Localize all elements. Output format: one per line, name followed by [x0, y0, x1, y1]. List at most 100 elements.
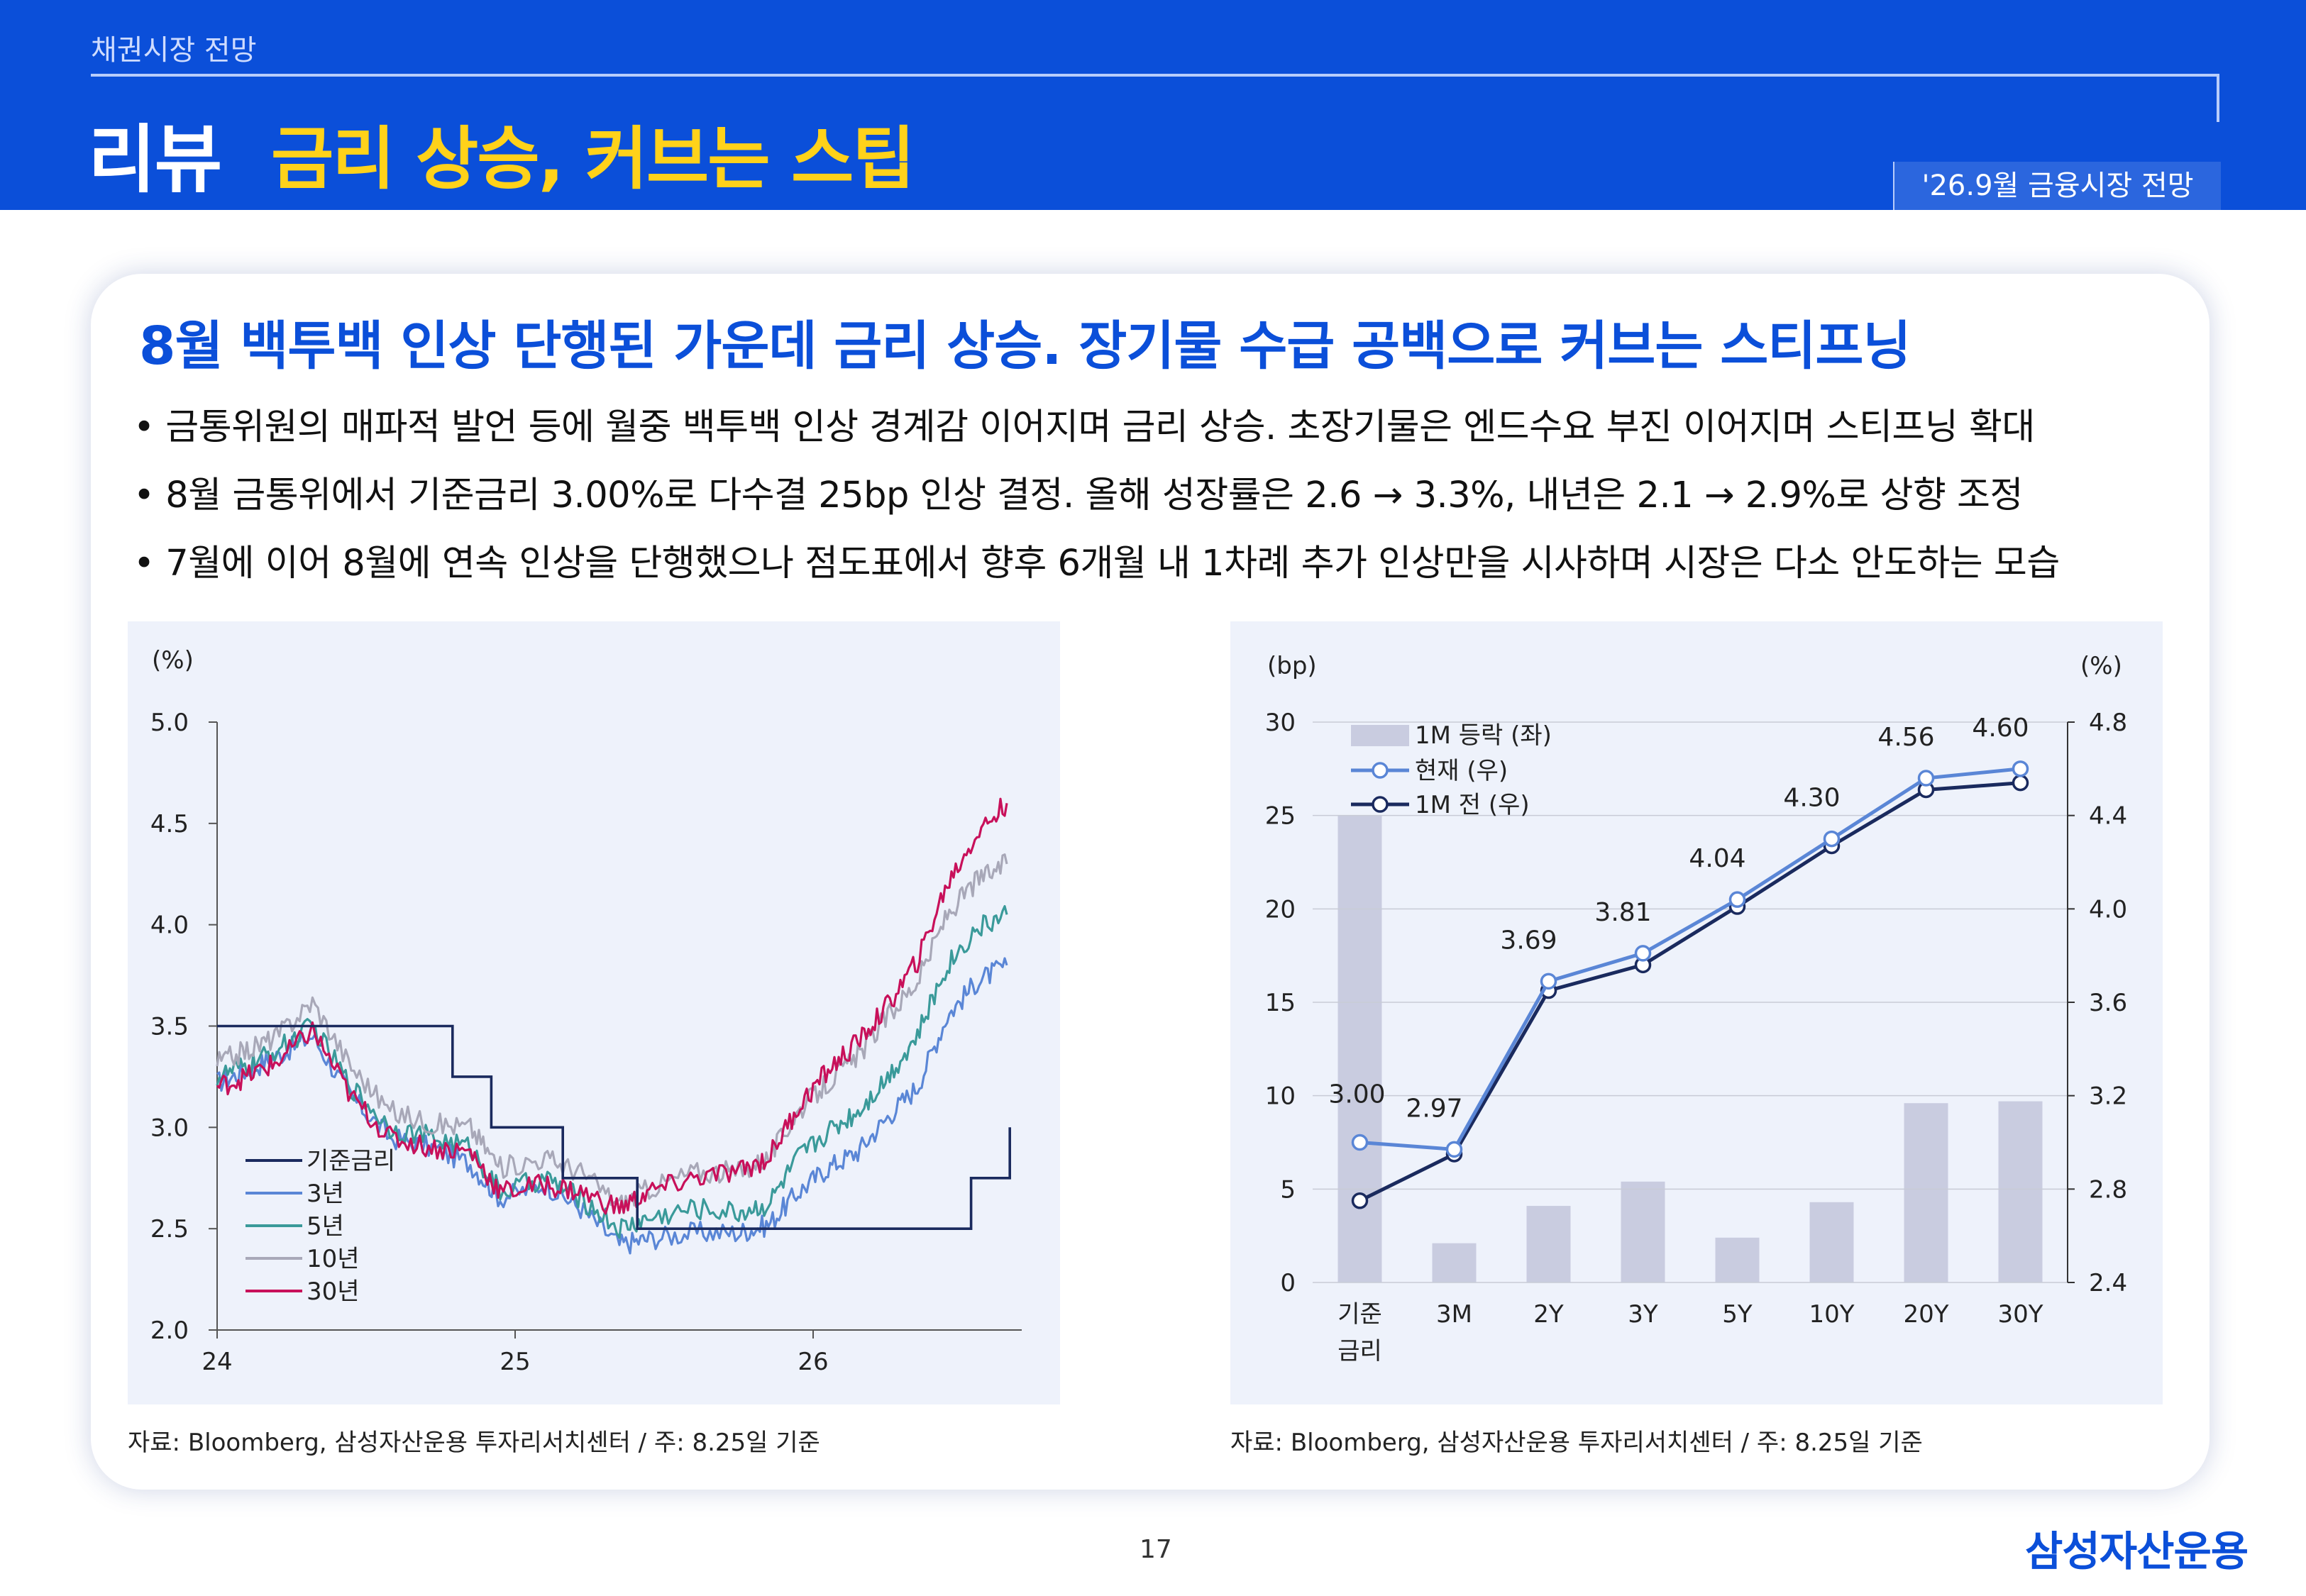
- right-tick-label: 4.8: [2089, 709, 2127, 737]
- bar-1m-change: [1809, 1202, 1854, 1282]
- headline: 8월 백투백 인상 단행된 가운데 금리 상승. 장기물 수급 공백으로 커브는…: [139, 316, 1911, 377]
- left-tick-label: 5: [1280, 1175, 1296, 1204]
- y-tick-label: 2.0: [150, 1317, 189, 1345]
- data-label: 3.69: [1500, 926, 1557, 955]
- bullet-2: • 8월 금통위에서 기준금리 3.00%로 다수결 25bp 인상 결정. 올…: [133, 475, 2023, 516]
- legend: 1M 등락 (좌) 현재 (우) 1M 전 (우): [1351, 721, 1552, 819]
- chart2-source: 자료: Bloomberg, 삼성자산운용 투자리서치센터 / 주: 8.25일…: [1230, 1429, 1923, 1457]
- base-rate-line: [217, 1024, 1011, 1231]
- data-label: 4.04: [1689, 844, 1745, 873]
- bar-1m-change: [1904, 1103, 1948, 1282]
- x-tick-label: 24: [202, 1348, 232, 1376]
- current-point: [1917, 770, 1935, 787]
- bullet-3: • 7월에 이어 8월에 연속 인상을 단행했으나 점도표에서 향후 6개월 내…: [133, 543, 2060, 584]
- data-label: 3.81: [1594, 898, 1651, 927]
- series-line-4: [216, 797, 1008, 1215]
- data-label: 3.00: [1328, 1080, 1385, 1109]
- category-label: 금리: [1337, 1337, 1382, 1365]
- category-label: 2Y: [1533, 1300, 1564, 1329]
- yield-history-chart: (%) 5.0 4.5 4.0 3.5 3.0 2.5 2.0 24 25 26 기준금리 3년 5년…: [150, 646, 1022, 1376]
- right-tick-label: 4.4: [2089, 802, 2127, 831]
- left-tick-label: 25: [1265, 802, 1296, 831]
- legend-label: 3년: [307, 1180, 344, 1208]
- left-unit-label: (bp): [1267, 652, 1317, 680]
- right-tick-label: 4.0: [2089, 895, 2127, 924]
- bars: [1337, 815, 2043, 1282]
- section-label: 채권시장 전망: [91, 34, 257, 67]
- legend-label: 10년: [307, 1245, 360, 1273]
- legend-marker: [1372, 762, 1389, 779]
- legend-label: 30년: [307, 1278, 360, 1306]
- bar-1m-change: [1621, 1181, 1665, 1282]
- legend-label: 기준금리: [307, 1147, 395, 1175]
- page-subtitle: 금리 상승, 커브는 스팁: [271, 119, 915, 199]
- prev-month-point: [1351, 1192, 1369, 1209]
- left-tick-label: 15: [1265, 989, 1296, 1017]
- left-tick-label: 20: [1265, 895, 1296, 924]
- category-label: 3Y: [1628, 1300, 1658, 1329]
- right-tick-label: 3.6: [2089, 989, 2127, 1017]
- series-line-2: [216, 905, 1008, 1239]
- y-tick-label: 5.0: [150, 709, 189, 737]
- bar-1m-change: [1432, 1243, 1477, 1282]
- legend-marker: [1372, 796, 1389, 813]
- prev-month-line: [1359, 781, 2021, 1203]
- page-title: 리뷰: [88, 116, 222, 203]
- yield-curve-chart-panel: (bp) (%) 30 25 20 15 10 5 0 4.8 4.4 4.0 3.6 3.2 2.8 2…: [1230, 621, 2163, 1404]
- left-tick-label: 0: [1280, 1269, 1296, 1297]
- data-label: 2.97: [1406, 1094, 1462, 1123]
- y-tick-label: 3.5: [150, 1013, 189, 1041]
- company-logo: 삼성자산운용: [2025, 1527, 2249, 1575]
- x-tick-label: 26: [798, 1348, 828, 1376]
- data-label: 4.60: [1972, 714, 2029, 743]
- legend: 기준금리 3년 5년 10년 30년: [246, 1147, 395, 1306]
- data-label: 4.30: [1783, 784, 1840, 813]
- yield-curve-chart: (bp) (%) 30 25 20 15 10 5 0 4.8 4.4 4.0 3.6 3.2 2.8 2…: [1265, 652, 2127, 1365]
- right-unit-label: (%): [2080, 652, 2122, 680]
- right-tick-label: 3.2: [2089, 1082, 2127, 1111]
- left-tick-label: 10: [1265, 1082, 1296, 1111]
- y-tick-label: 4.0: [150, 911, 189, 940]
- yield-history-chart-panel: (%) 5.0 4.5 4.0 3.5 3.0 2.5 2.0 24 25 26 기준금리 3년 5년…: [128, 621, 1060, 1404]
- category-label: 30Y: [1997, 1300, 2043, 1329]
- y-unit-label: (%): [152, 646, 194, 675]
- axes: 5.0 4.5 4.0 3.5 3.0 2.5 2.0 24 25 26: [150, 709, 1022, 1376]
- right-tick-label: 2.4: [2089, 1269, 2127, 1297]
- page-number: 17: [1140, 1535, 1172, 1564]
- category-label: 20Y: [1903, 1300, 1948, 1329]
- header-divider: [91, 74, 2219, 122]
- current-line: [1359, 767, 2021, 1152]
- series-line-3: [216, 853, 1008, 1214]
- current-point: [2012, 760, 2029, 777]
- y-tick-label: 4.5: [150, 810, 189, 838]
- left-tick-label: 30: [1265, 709, 1296, 737]
- bar-1m-change: [1715, 1237, 1760, 1282]
- legend-label: 1M 등락 (좌): [1415, 721, 1552, 750]
- y-tick-label: 2.5: [150, 1215, 189, 1243]
- legend-label: 현재 (우): [1415, 757, 1508, 785]
- bullet-1: • 금통위원의 매파적 발언 등에 월중 백투백 인상 경계감 이어지며 금리 …: [133, 406, 2035, 448]
- right-tick-label: 2.8: [2089, 1175, 2127, 1204]
- x-tick-label: 25: [500, 1348, 530, 1376]
- bar-1m-change: [1526, 1206, 1571, 1282]
- series-lines: [216, 797, 1011, 1255]
- current-point: [1634, 945, 1652, 962]
- series-lines: 3.00 2.97 3.69 3.81 4.04 4.30 4.56 4.60: [1328, 714, 2029, 1209]
- bar-1m-change: [1998, 1101, 2043, 1282]
- category-label: 5Y: [1722, 1300, 1753, 1329]
- chart1-source: 자료: Bloomberg, 삼성자산운용 투자리서치센터 / 주: 8.25일…: [128, 1429, 820, 1457]
- category-label: 3M: [1436, 1300, 1472, 1329]
- current-point: [1823, 830, 1841, 848]
- category-label: 10Y: [1809, 1300, 1854, 1329]
- legend-swatch: [1351, 725, 1409, 746]
- header-bar: 채권시장 전망 리뷰 금리 상승, 커브는 스팁 '26.9월 금융시장 전망: [0, 0, 2306, 210]
- prev-month-point: [2012, 774, 2029, 792]
- current-point: [1351, 1134, 1369, 1151]
- bar-1m-change: [1337, 815, 1382, 1282]
- series-line-1: [216, 957, 1008, 1255]
- y-tick-label: 3.0: [150, 1114, 189, 1142]
- current-point: [1445, 1141, 1463, 1158]
- legend-label: 5년: [307, 1212, 344, 1241]
- current-point: [1540, 972, 1557, 990]
- category-label: 기준: [1337, 1300, 1382, 1329]
